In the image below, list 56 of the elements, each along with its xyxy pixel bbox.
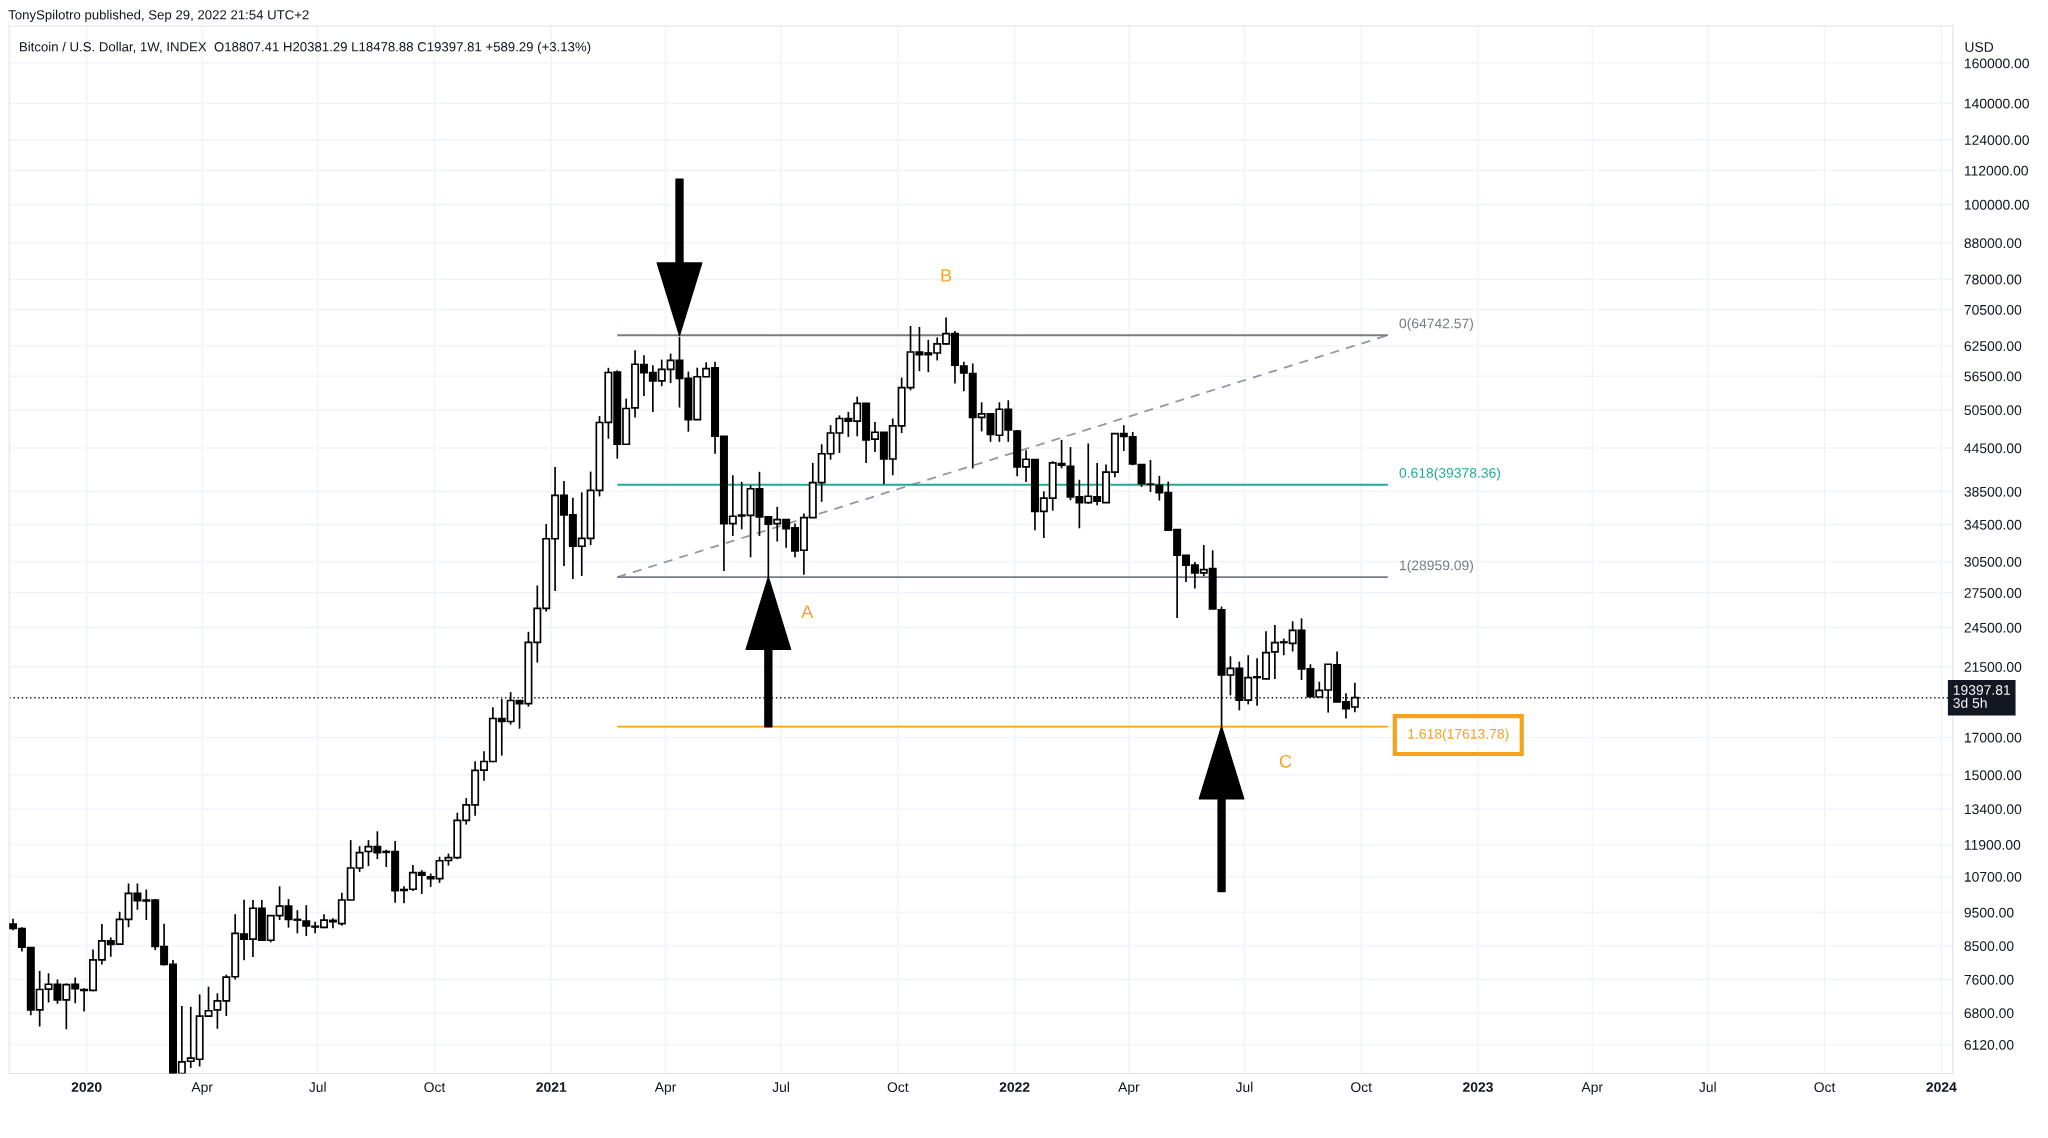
y-tick-label: 27500.00 bbox=[1964, 588, 2022, 598]
y-tick-label: 6800.00 bbox=[1964, 1008, 2014, 1019]
x-tick-label: Apr bbox=[1118, 1082, 1140, 1095]
y-tick-label: 13400.00 bbox=[1964, 804, 2022, 815]
y-tick-label: 44500.00 bbox=[1964, 443, 2022, 454]
ref-line-label: 0(64742.57) bbox=[1399, 318, 1474, 332]
y-tick-label: 6120.00 bbox=[1964, 1039, 2014, 1050]
x-tick-label: 2021 bbox=[536, 1082, 567, 1093]
x-tick-label: Oct bbox=[424, 1082, 446, 1093]
x-tick-label: Jul bbox=[1235, 1081, 1253, 1093]
y-tick-label: 160000.00 bbox=[1964, 58, 2029, 69]
y-tick-label: 10700.00 bbox=[1964, 871, 2022, 882]
x-tick-label: Apr bbox=[191, 1082, 213, 1095]
y-tick-label: 9500.00 bbox=[1964, 907, 2014, 918]
ref-line-label: 0.618(39378.36) bbox=[1399, 467, 1501, 481]
y-tick-label: 34500.00 bbox=[1964, 519, 2022, 530]
y-tick-label: 112000.00 bbox=[1964, 165, 2028, 176]
ref-line-label: 1(28959.09) bbox=[1400, 560, 1474, 574]
x-tick-label: 2023 bbox=[1463, 1082, 1493, 1093]
annotation: B bbox=[941, 269, 952, 282]
y-tick-label: 140000.00 bbox=[1964, 98, 2029, 109]
text: TonySpilotro published, Sep 29, 2022 21:54 UTC+2 bbox=[8, 9, 309, 23]
y-tick-label: 62500.00 bbox=[1964, 341, 2022, 352]
x-tick-label: 2022 bbox=[999, 1082, 1030, 1093]
text: Bitcoin / U.S. Dollar, 1W, INDEX O18807.41 H20381.29 L18478.88 C19397.81 +589.29 (+3.13%) bbox=[20, 41, 591, 55]
annotation: A bbox=[801, 605, 814, 618]
y-tick-label: 100000.00 bbox=[1964, 199, 2029, 210]
y-tick-label: 15000.00 bbox=[1964, 770, 2022, 781]
x-tick-label: Jul bbox=[1699, 1081, 1716, 1093]
y-axis-title: USD bbox=[1965, 42, 1994, 52]
y-tick-label: 88000.00 bbox=[1964, 238, 2022, 249]
y-tick-label: 30500.00 bbox=[1964, 556, 2022, 567]
y-tick-label: 17000.00 bbox=[1964, 732, 2022, 743]
y-tick-label: 38500.00 bbox=[1964, 486, 2022, 497]
x-tick-label: Apr bbox=[654, 1082, 677, 1095]
x-tick-label: Jul bbox=[309, 1081, 326, 1093]
y-tick-label: 7600.00 bbox=[1964, 974, 2014, 985]
x-tick-label: Oct bbox=[1814, 1082, 1836, 1093]
y-tick-label: 11900.00 bbox=[1964, 839, 2021, 850]
y-tick-label: 78000.00 bbox=[1964, 274, 2022, 285]
y-tick-label: 56500.00 bbox=[1964, 371, 2022, 382]
annotation: C bbox=[1279, 754, 1292, 768]
ref-line-label: 19397.81 3d 5h bbox=[1953, 685, 2011, 708]
x-tick-label: Oct bbox=[887, 1082, 909, 1093]
y-tick-label: 70500.00 bbox=[1964, 304, 2022, 315]
x-tick-label: Jul bbox=[772, 1081, 789, 1093]
y-tick-label: 124000.00 bbox=[1964, 135, 2029, 145]
y-tick-label: 24500.00 bbox=[1964, 622, 2022, 633]
x-tick-label: 2024 bbox=[1926, 1082, 1957, 1093]
y-tick-label: 50500.00 bbox=[1964, 405, 2022, 416]
x-tick-label: 2020 bbox=[71, 1082, 102, 1093]
x-tick-label: Oct bbox=[1351, 1082, 1372, 1093]
y-tick-label: 8500.00 bbox=[1964, 941, 2014, 951]
y-tick-label: 21500.00 bbox=[1964, 662, 2022, 672]
ref-line-label: 1.618(17613.78) bbox=[1408, 728, 1509, 742]
x-tick-label: Apr bbox=[1581, 1082, 1603, 1095]
